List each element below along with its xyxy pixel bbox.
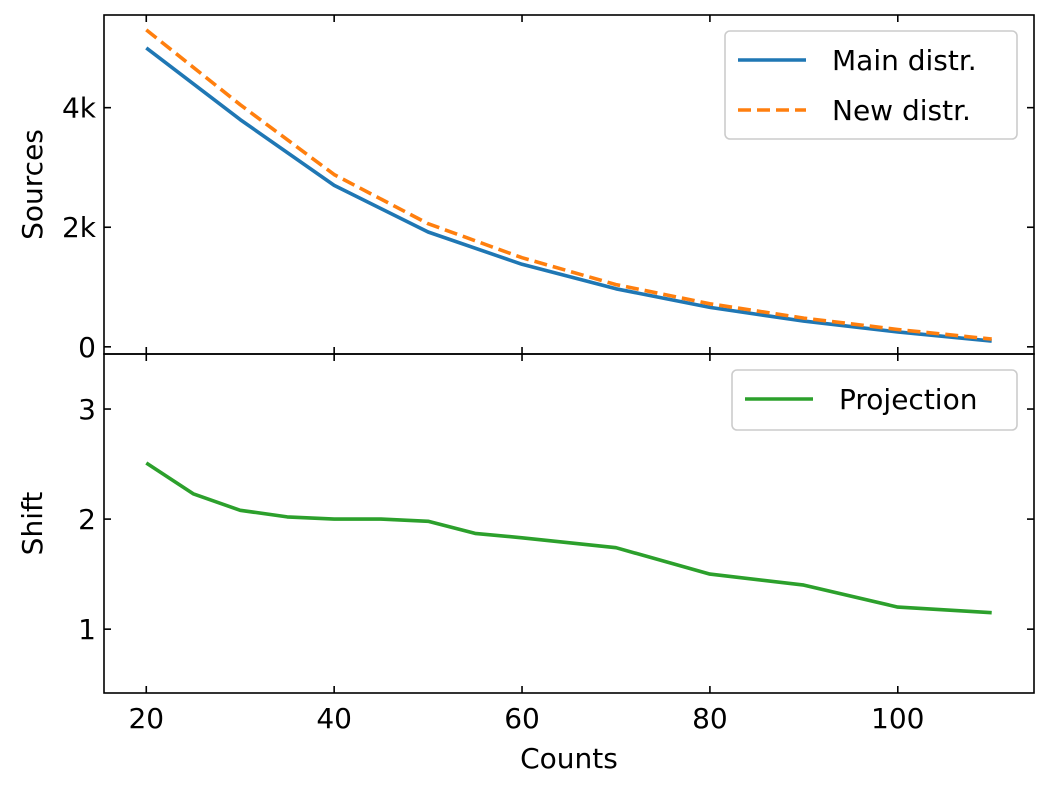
legend-label-new-distr: New distr.: [832, 94, 971, 127]
x-tick-label-40: 40: [316, 702, 352, 735]
x-tick-label-20: 20: [128, 702, 164, 735]
legend-label-main-distr: Main distr.: [832, 44, 977, 77]
legend-label-projection: Projection: [839, 383, 977, 416]
x-tick-label-100: 100: [871, 702, 924, 735]
x-axis-label: Counts: [520, 742, 618, 775]
y-tick-label-top-4000: 4k: [62, 92, 97, 125]
legend-top: Main distr. New distr.: [724, 30, 1018, 140]
y-tick-label-bottom-3: 3: [78, 393, 96, 426]
legend-bottom: Projection: [731, 369, 1018, 431]
bottom-panel: 20 40 60 80 100 1 2 3 Shift Counts Projection: [16, 353, 1035, 775]
y-tick-label-bottom-2: 2: [78, 503, 96, 536]
series-line-projection: [145, 461, 992, 615]
y-axis-label-top: Sources: [16, 129, 49, 240]
y-tick-label-bottom-1: 1: [78, 613, 96, 646]
series-line-main-distr: [145, 46, 992, 343]
y-tick-label-top-2000: 2k: [62, 211, 97, 244]
legend-box-bottom: [731, 369, 1018, 431]
x-tick-label-80: 80: [692, 702, 728, 735]
y-tick-label-top-0: 0: [78, 331, 96, 364]
legend-box-top: [724, 30, 1018, 140]
top-panel: 0 2k 4k Sources Main distr. New distr.: [16, 14, 1035, 364]
y-axis-label-bottom: Shift: [16, 492, 49, 556]
axes-frame-bottom: [103, 353, 1035, 694]
series-line-new-distr: [145, 28, 992, 341]
x-tick-label-60: 60: [504, 702, 540, 735]
